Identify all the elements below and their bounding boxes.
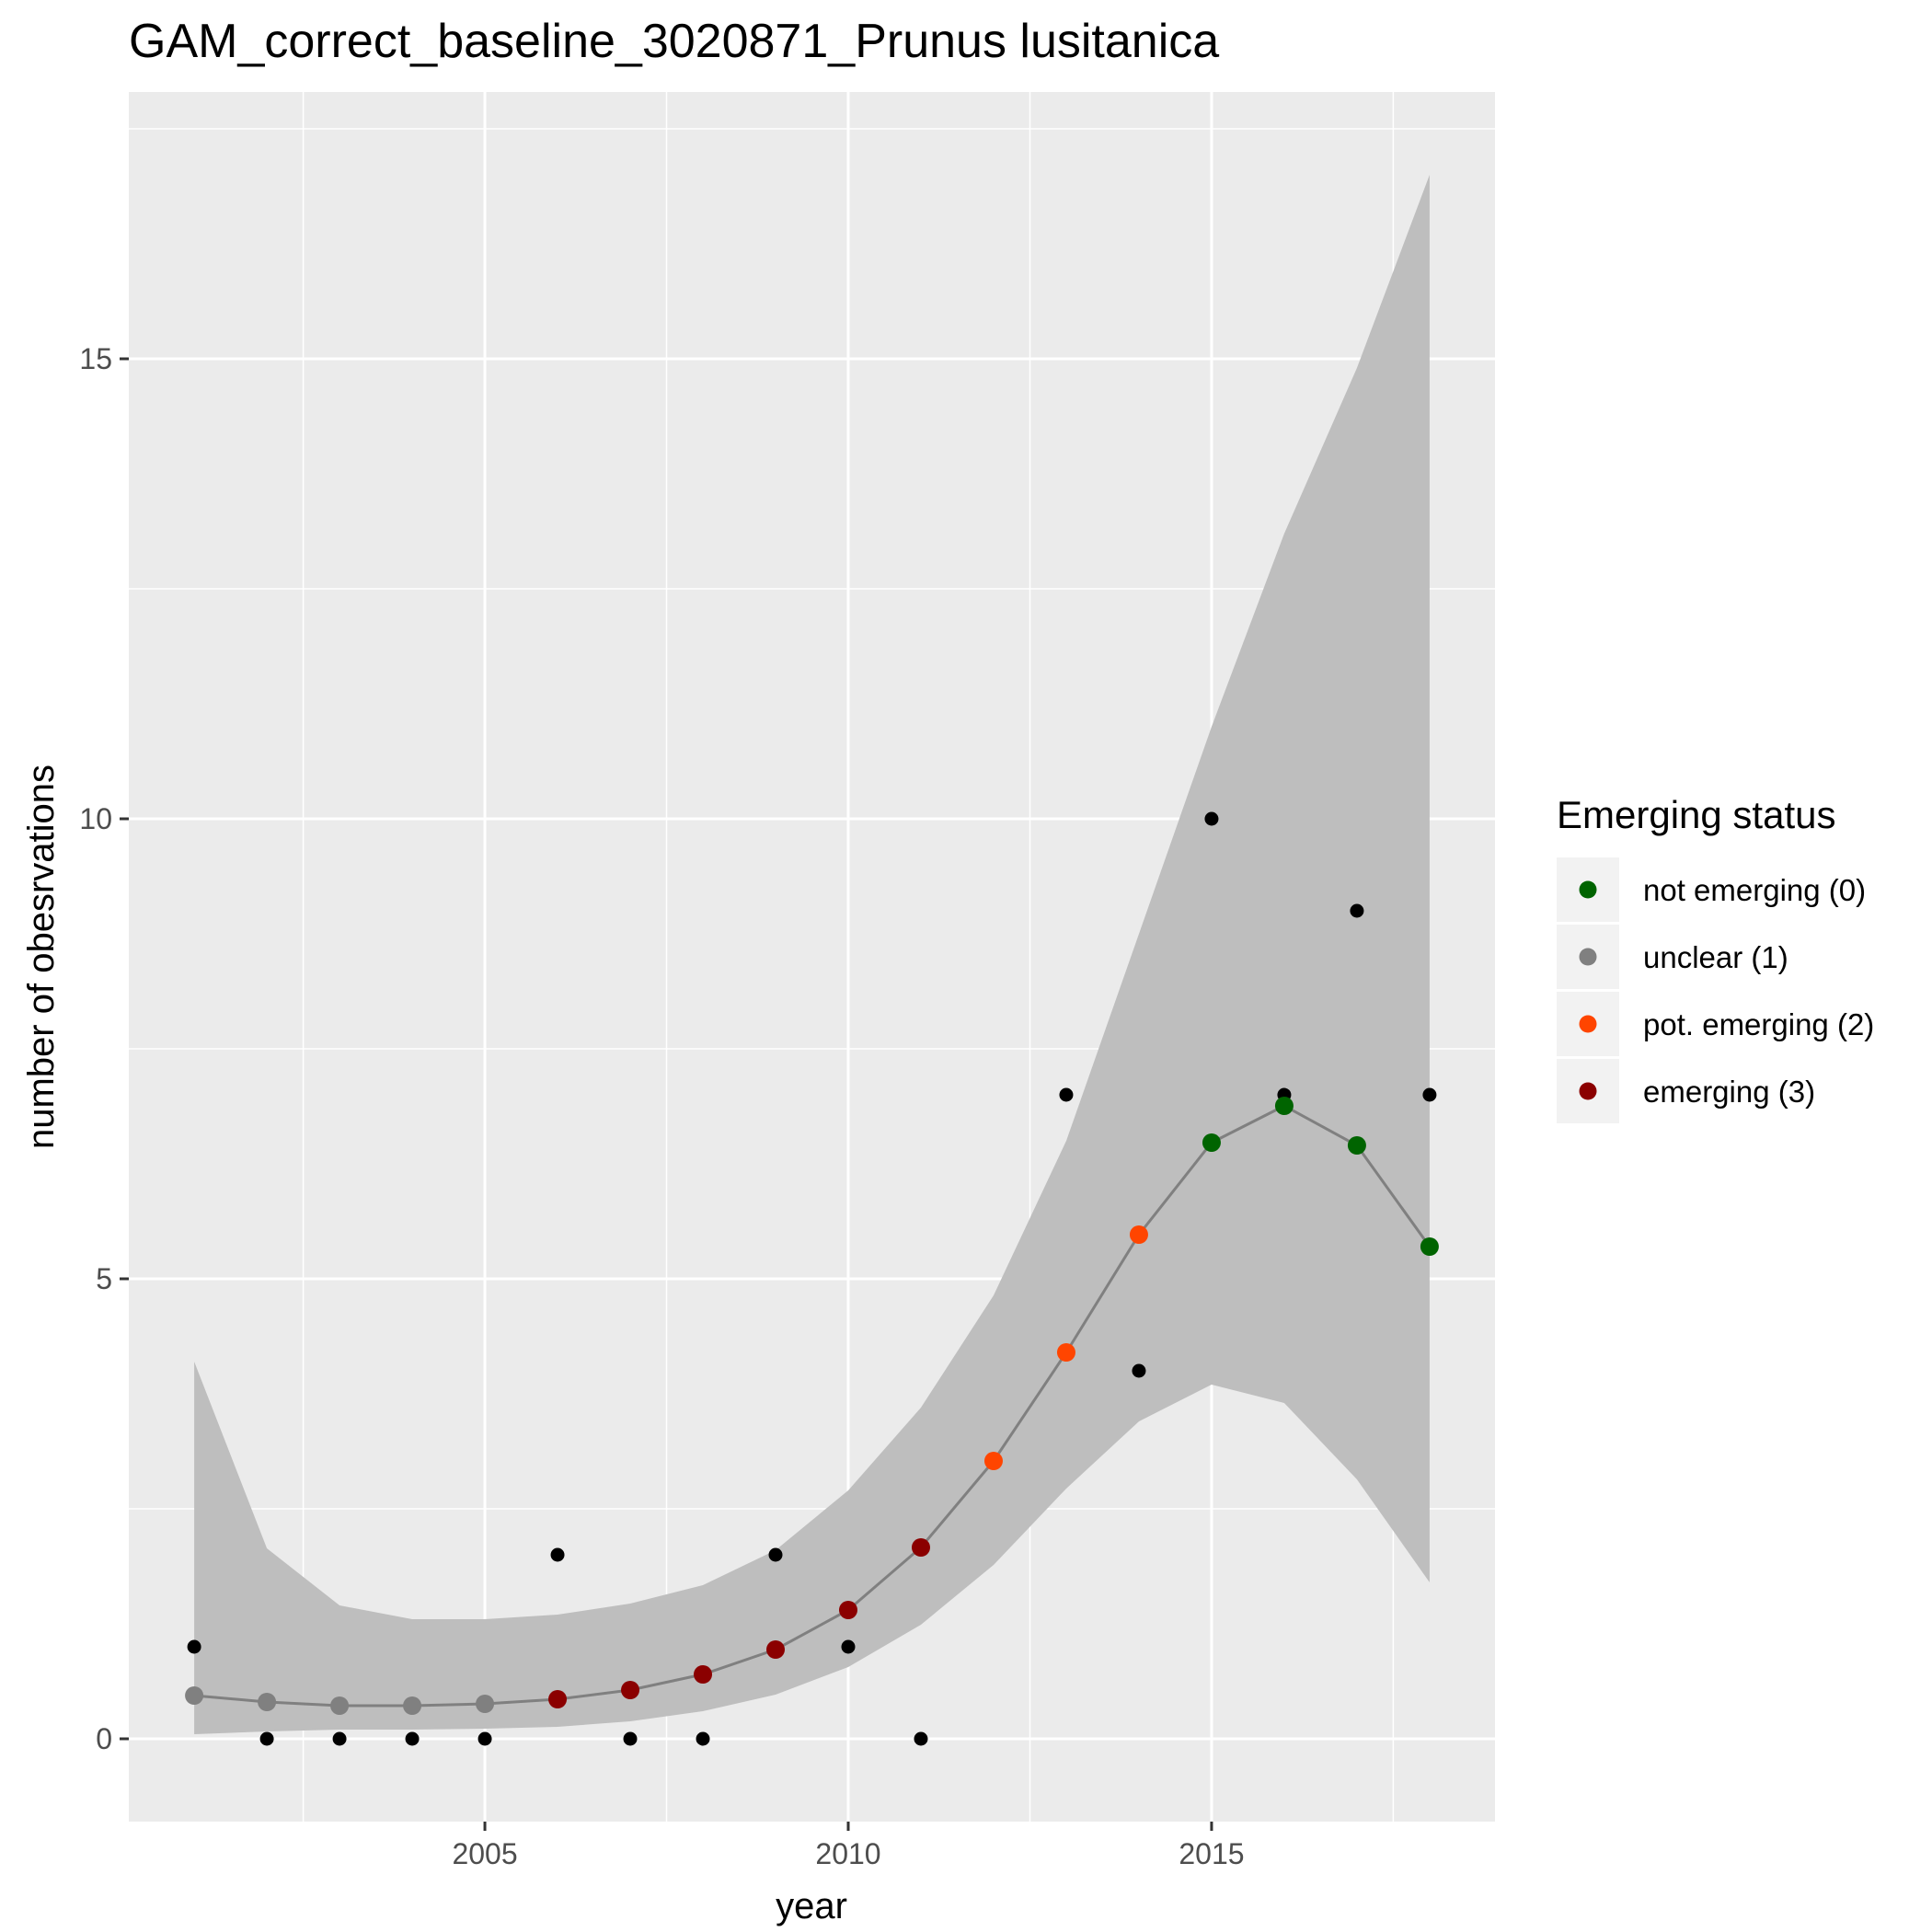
y-tick-label: 0: [96, 1722, 112, 1755]
observed-point: [696, 1731, 710, 1746]
legend-label-3: emerging (3): [1643, 1075, 1815, 1109]
observed-point: [1422, 1087, 1437, 1102]
fitted-status-points: [185, 1097, 1439, 1715]
confidence-ribbon: [194, 175, 1430, 1734]
observed-point: [914, 1731, 928, 1746]
chart-title: GAM_correct_baseline_3020871_Prunus lusi…: [129, 15, 1219, 68]
y-axis: 0 5 10 15: [79, 342, 129, 1755]
legend: Emerging status not emerging (0) unclear …: [1557, 793, 1874, 1123]
fitted-point: [1347, 1136, 1366, 1155]
observed-point: [332, 1731, 347, 1746]
x-tick-label: 2015: [1179, 1837, 1244, 1870]
fitted-point: [838, 1601, 857, 1619]
fitted-point: [1056, 1343, 1075, 1362]
fitted-point: [330, 1696, 350, 1715]
fitted-point: [476, 1695, 495, 1713]
x-tick-label: 2005: [452, 1837, 517, 1870]
legend-label-0: not emerging (0): [1643, 873, 1866, 907]
legend-key-2: [1579, 1015, 1597, 1033]
fitted-point: [1274, 1097, 1294, 1115]
observed-point: [1132, 1363, 1146, 1378]
observed-point: [1059, 1087, 1074, 1102]
fitted-point: [548, 1690, 568, 1708]
fitted-point: [258, 1693, 277, 1711]
x-axis-title: year: [776, 1886, 847, 1926]
observed-point: [841, 1639, 856, 1654]
observed-point: [187, 1639, 201, 1654]
y-tick-label: 15: [79, 342, 112, 375]
legend-title: Emerging status: [1557, 793, 1835, 836]
fitted-point: [185, 1686, 204, 1705]
observed-point: [259, 1731, 274, 1746]
observed-point: [623, 1731, 638, 1746]
x-tick-label: 2010: [815, 1837, 880, 1870]
gam-fit-line: [193, 1104, 1432, 1708]
legend-items: not emerging (0) unclear (1) pot. emerging…: [1557, 857, 1874, 1123]
fitted-point: [1202, 1133, 1221, 1152]
y-tick-label: 5: [96, 1262, 112, 1295]
x-axis: 2005 2010 2015: [452, 1822, 1245, 1870]
legend-label-2: pot. emerging (2): [1643, 1007, 1874, 1041]
fitted-point: [911, 1538, 930, 1557]
fitted-point: [983, 1452, 1003, 1470]
legend-key-3: [1579, 1082, 1597, 1100]
fitted-point: [403, 1696, 422, 1715]
observed-points: [187, 811, 1437, 1746]
observed-point: [477, 1731, 492, 1746]
fitted-point: [1129, 1225, 1148, 1244]
fitted-point: [1420, 1237, 1439, 1256]
y-axis-title: number of obesrvations: [21, 765, 62, 1149]
legend-key-1: [1579, 948, 1597, 966]
legend-key-0: [1579, 880, 1597, 899]
fitted-point: [694, 1665, 713, 1684]
observed-point: [405, 1731, 420, 1746]
fitted-point: [621, 1681, 640, 1699]
observed-point: [550, 1547, 565, 1562]
observed-point: [1204, 811, 1219, 826]
legend-label-1: unclear (1): [1643, 940, 1788, 974]
fitted-point: [766, 1640, 786, 1659]
observed-point: [768, 1547, 783, 1562]
observed-point: [1350, 903, 1364, 918]
y-tick-label: 10: [79, 802, 112, 835]
